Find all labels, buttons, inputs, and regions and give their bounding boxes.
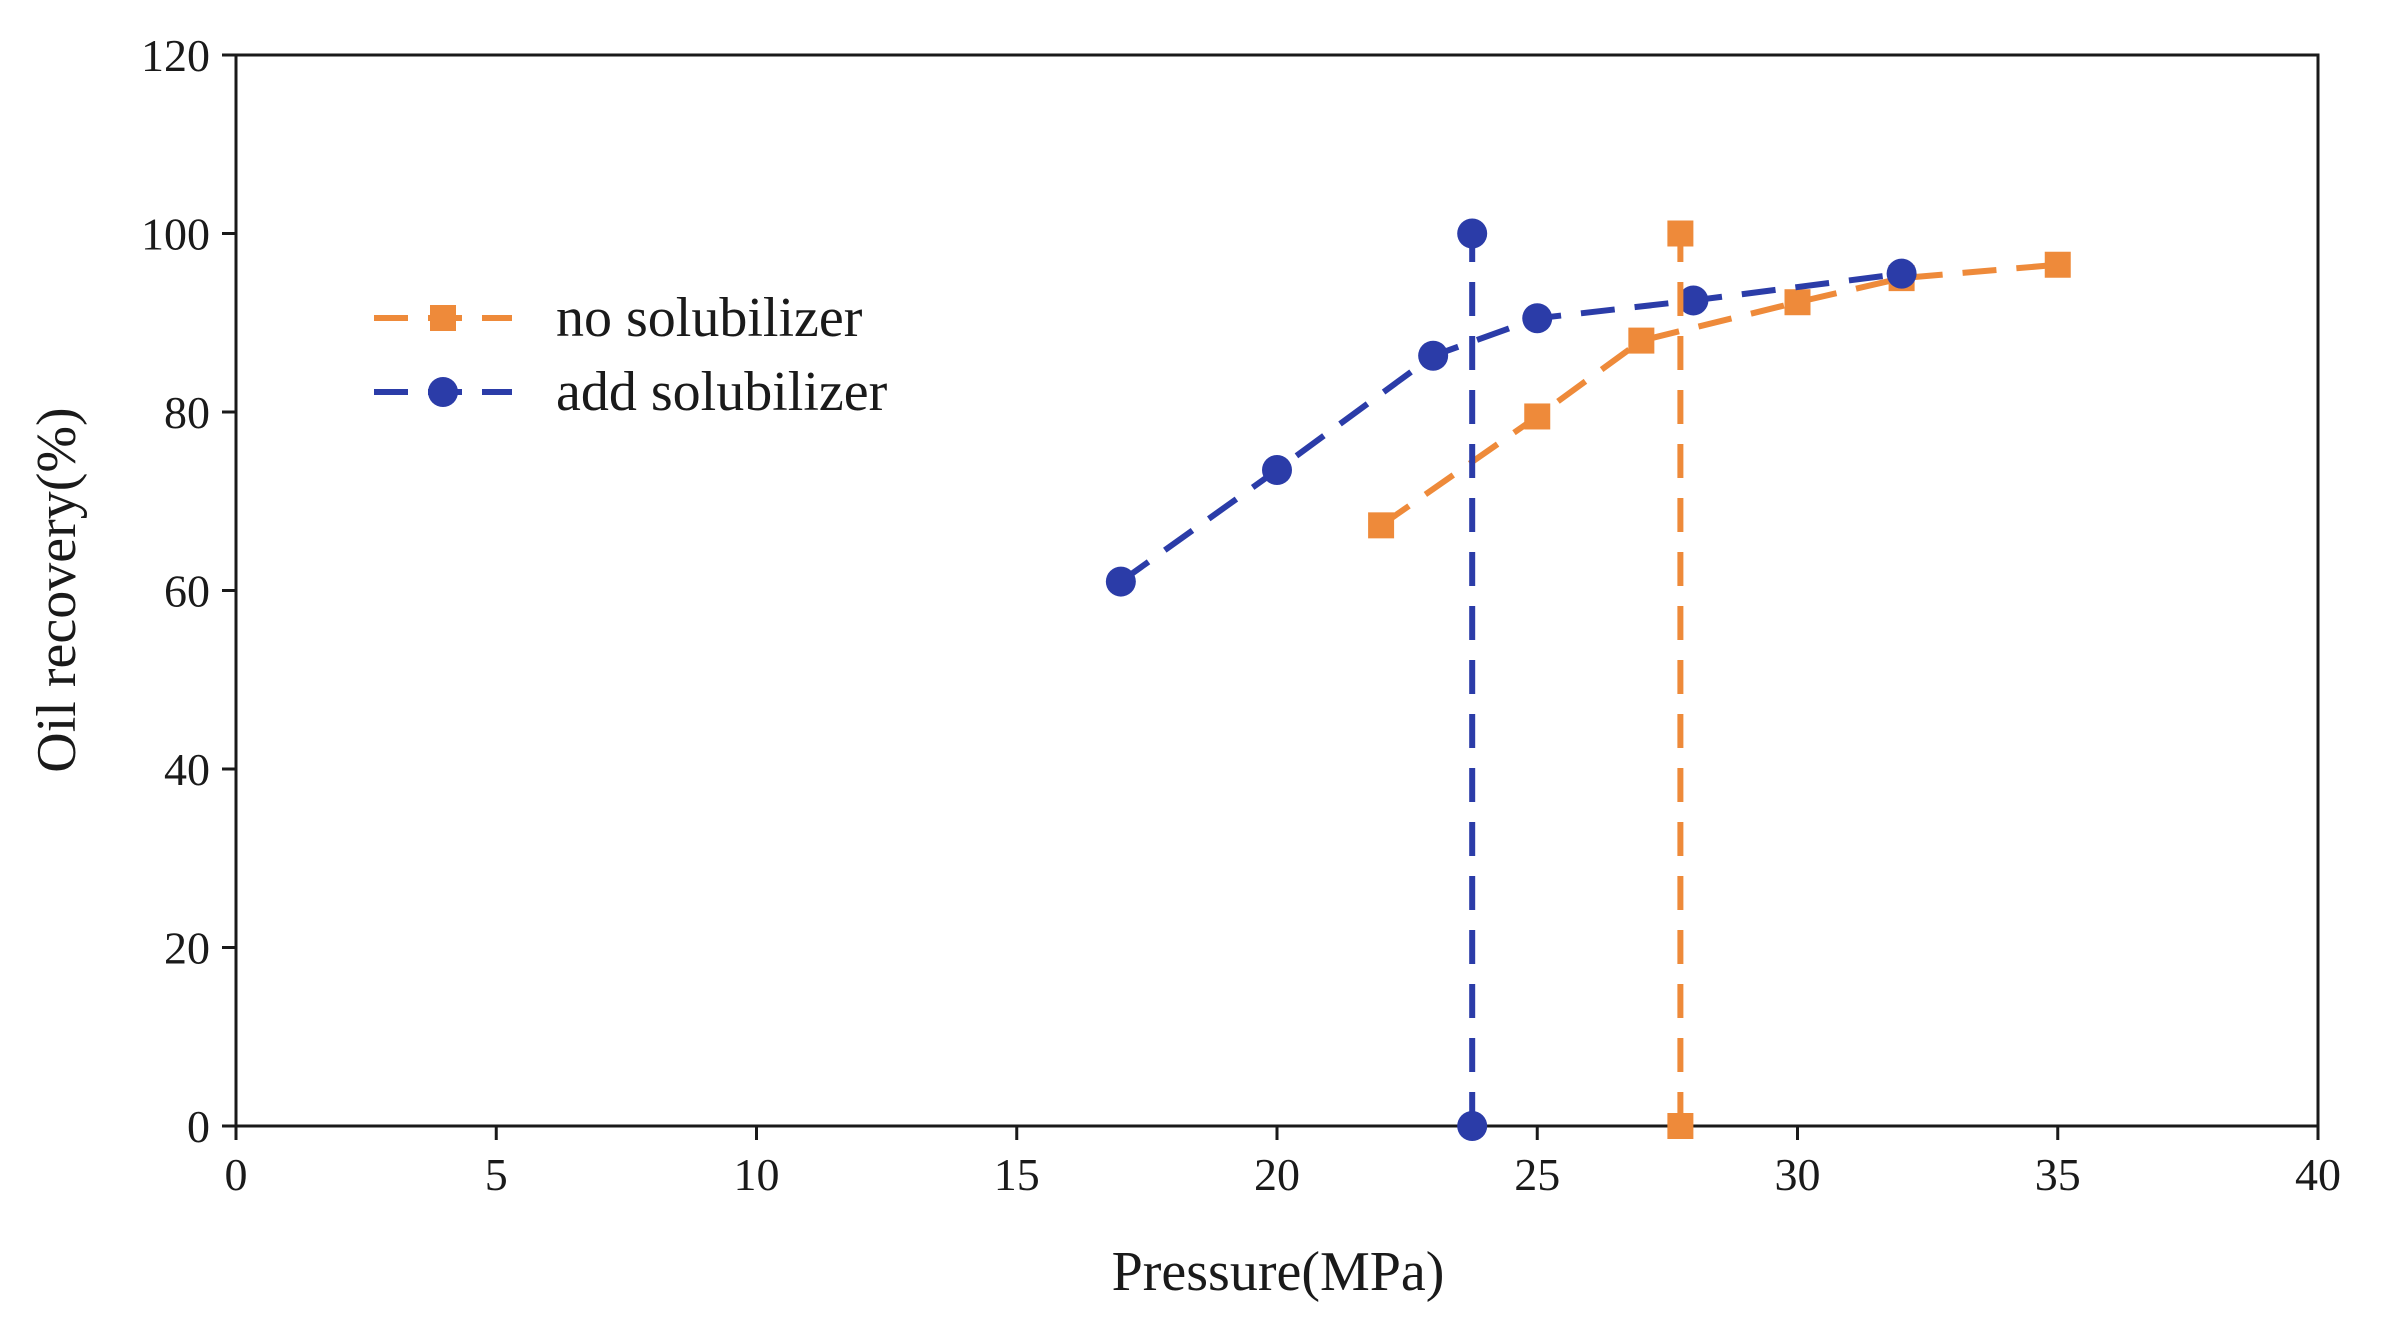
y-tick-label: 100 [141,209,210,260]
data-point-add-solubilizer [1418,340,1449,371]
data-layer [1105,218,2071,1141]
reference-point-mmp-no-solubilizer [1667,1113,1694,1139]
axes-layer: 0 5 10 15 20 25 30 35 40 0 20 40 60 80 100 120 [141,30,2341,1200]
x-tick-label: 35 [2035,1149,2081,1200]
series-line-no-solubilizer [1379,261,2059,528]
legend-label-no-solubilizer: no solubilizer [556,287,863,349]
x-tick-label: 20 [1254,1149,1300,1200]
x-tick-label: 0 [225,1149,248,1200]
data-point-no-solubilizer [2044,251,2071,278]
legend-label-add-solubilizer: add solubilizer [556,361,888,423]
x-tick-label: 40 [2295,1149,2341,1200]
data-point-no-solubilizer [1628,327,1655,354]
y-tick-label: 120 [141,30,210,81]
data-point-no-solubilizer [1524,403,1551,430]
x-tick-label: 10 [734,1149,780,1200]
y-tick-label: 60 [164,566,210,617]
plot-frame [234,53,2320,1128]
data-point-no-solubilizer [1368,512,1395,539]
legend-marker-add-solubilizer [428,377,458,407]
data-point-no-solubilizer [1784,289,1811,316]
data-point-add-solubilizer [1522,303,1553,334]
data-point-add-solubilizer [1105,566,1136,597]
data-point-add-solubilizer [1886,258,1917,289]
data-point-add-solubilizer [1678,285,1709,316]
x-axis-title: Pressure(MPa) [1112,1241,1445,1303]
reference-point-mmp-add-solubilizer [1457,1111,1488,1141]
x-tick-label: 15 [994,1149,1040,1200]
y-axis-title: Oil recovery(%) [26,407,88,772]
x-tick-label: 25 [1514,1149,1560,1200]
y-tick-label: 0 [187,1101,210,1152]
series-line-add-solubilizer [1119,270,1902,585]
legend-marker-no-solubilizer [430,305,456,331]
data-point-add-solubilizer [1262,455,1292,486]
reference-point-mmp-no-solubilizer [1667,220,1694,247]
reference-point-mmp-add-solubilizer [1457,218,1488,249]
y-tick-label: 40 [164,744,210,795]
y-tick-label: 80 [164,387,210,438]
legend: no solubilizer add solubilizer [374,287,888,423]
x-tick-label: 30 [1775,1149,1821,1200]
y-tick-label: 20 [164,923,210,974]
x-tick-label: 5 [485,1149,508,1200]
